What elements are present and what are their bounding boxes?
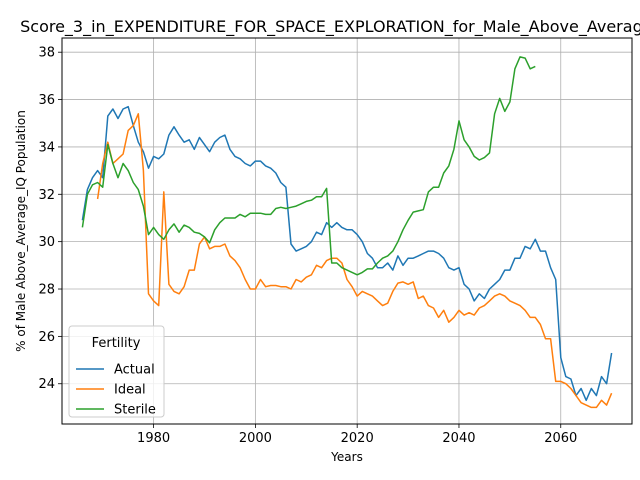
legend-label-sterile: Sterile [114,403,156,418]
grid [62,38,632,424]
chart-title: Score_3_in_EXPENDITURE_FOR_SPACE_EXPLORA… [20,17,640,37]
legend-title: Fertility [92,336,141,351]
legend: Fertility Actual Ideal Sterile [68,325,165,418]
series-line-ideal [96,113,613,409]
legend-label-ideal: Ideal [114,383,146,398]
x-tick-label: 2020 [341,431,374,446]
axis-ticks: 1980 2000 2020 2040 2060 24 26 28 30 32 34 36 38 [38,46,577,446]
legend-label-actual: Actual [114,363,155,378]
y-tick-label: 34 [38,140,55,155]
x-tick-label: 2040 [442,431,475,446]
legend-items: Actual Ideal Sterile [76,363,156,418]
legend-box [68,325,165,418]
x-axis-label: Years [330,450,363,464]
y-tick-label: 30 [38,235,55,250]
plot-frame [61,37,633,425]
y-tick-label: 28 [38,283,55,298]
y-tick-label: 26 [38,330,55,345]
series-line-actual [81,105,613,402]
series-layer [81,56,613,409]
y-tick-label: 32 [38,188,55,203]
x-tick-label: 2060 [544,431,577,446]
y-tick-label: 24 [38,377,55,392]
series-line-sterile [81,56,536,276]
y-axis-label: % of Male Above_Average_IQ Population [14,110,28,352]
y-tick-label: 36 [38,93,55,108]
y-tick-label: 38 [38,46,55,61]
x-tick-label: 2000 [239,431,272,446]
x-tick-label: 1980 [137,431,170,446]
